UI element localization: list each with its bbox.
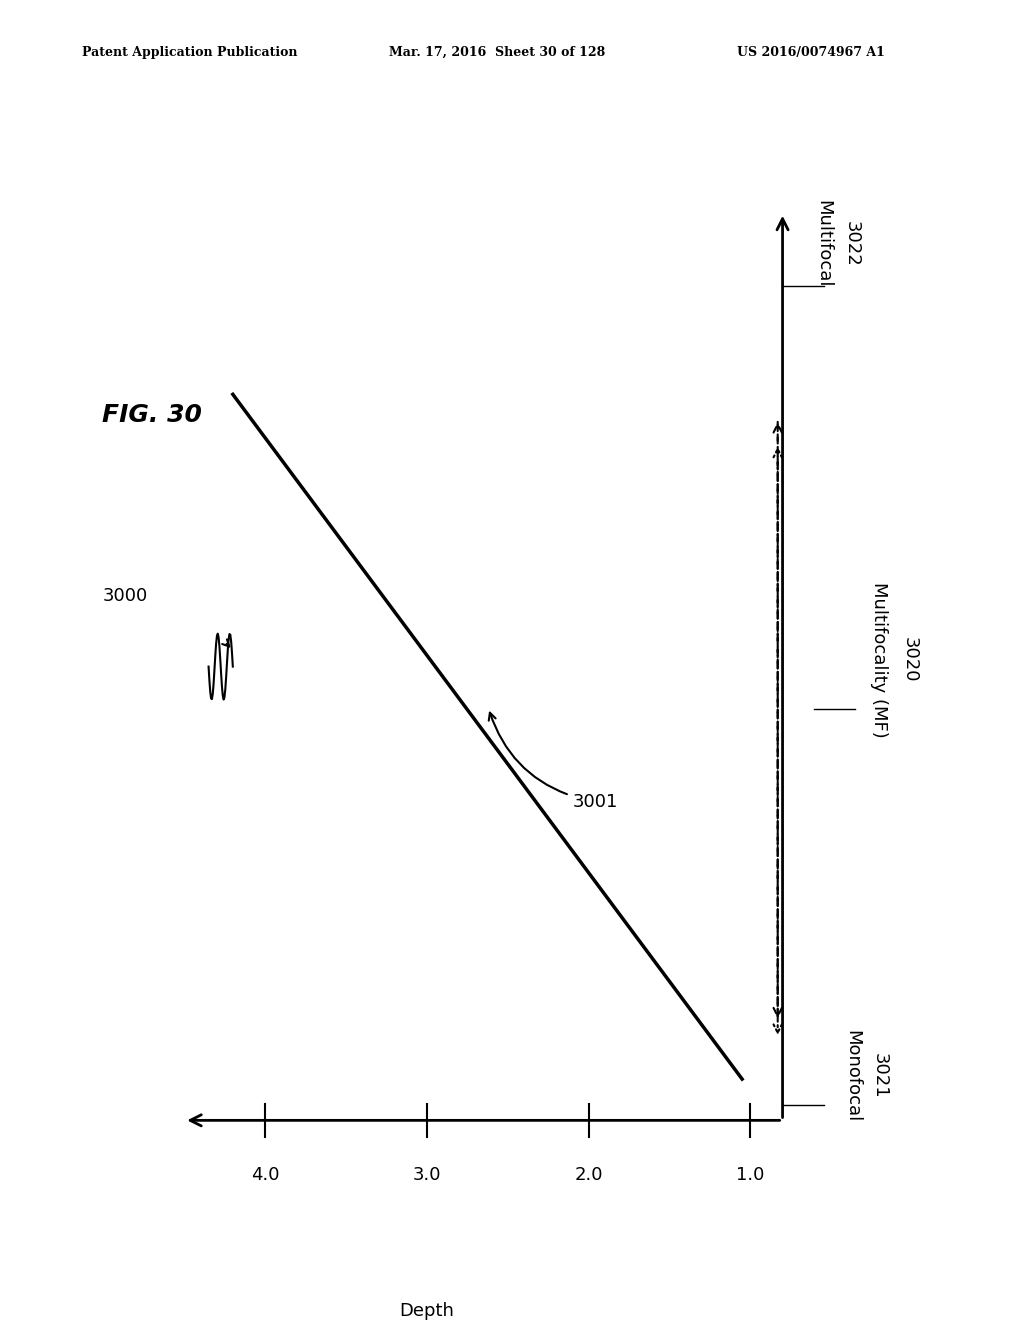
Text: US 2016/0074967 A1: US 2016/0074967 A1 xyxy=(737,46,885,59)
Text: 3000: 3000 xyxy=(102,586,147,605)
Text: 3021: 3021 xyxy=(870,1053,889,1098)
Text: 3022: 3022 xyxy=(843,222,861,267)
Text: 3001: 3001 xyxy=(488,713,617,810)
Text: Multifocality (MF): Multifocality (MF) xyxy=(870,582,889,738)
Text: Depth
of
Focus
(DOF)
(dpt)
3010: Depth of Focus (DOF) (dpt) 3010 xyxy=(399,1302,455,1320)
Text: Mar. 17, 2016  Sheet 30 of 128: Mar. 17, 2016 Sheet 30 of 128 xyxy=(389,46,605,59)
Text: 3020: 3020 xyxy=(901,638,920,682)
Text: Monofocal: Monofocal xyxy=(843,1030,861,1122)
Text: FIG. 30: FIG. 30 xyxy=(102,404,203,428)
Text: 4.0: 4.0 xyxy=(251,1166,280,1184)
Text: 1.0: 1.0 xyxy=(736,1166,764,1184)
Text: Multifocal: Multifocal xyxy=(814,201,833,288)
Text: 3.0: 3.0 xyxy=(413,1166,441,1184)
Text: 2.0: 2.0 xyxy=(574,1166,603,1184)
Text: Patent Application Publication: Patent Application Publication xyxy=(82,46,297,59)
Text: Depth
of
Focus
(DOF)
(dpt)
$\mathregular{\overline{3010}}$: Depth of Focus (DOF) (dpt) $\mathregular… xyxy=(399,1302,455,1320)
